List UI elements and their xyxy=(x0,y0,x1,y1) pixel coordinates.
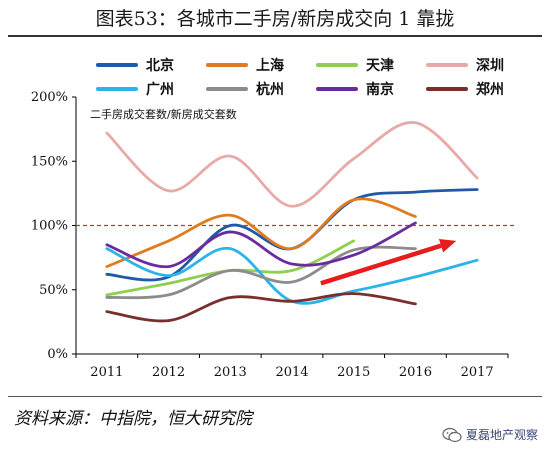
x-tick-label: 2012 xyxy=(152,365,185,380)
x-tick-label: 2017 xyxy=(461,365,494,380)
trend-arrow-head xyxy=(438,239,457,253)
series-lines xyxy=(105,121,479,323)
x-tick-label: 2011 xyxy=(90,365,123,380)
legend-label: 南京 xyxy=(366,81,394,98)
line-chart: 0% 50% 100% 150% 200% 2011 2012 2013 2014 2015 201… xyxy=(31,57,514,380)
wechat-icon xyxy=(442,427,462,442)
legend-label: 上海 xyxy=(256,57,284,74)
source-note: 资料来源：中指院，恒大研究院 xyxy=(14,409,252,429)
watermark: 夏磊地产观察 xyxy=(442,426,538,443)
series-line-深圳 xyxy=(105,121,479,208)
series-line-广州 xyxy=(105,247,479,305)
x-tick-label: 2014 xyxy=(275,365,308,380)
watermark-text: 夏磊地产观察 xyxy=(465,428,538,442)
legend-label: 北京 xyxy=(146,57,174,74)
chart-axes: 0% 50% 100% 150% 200% 2011 2012 2013 2014 2015 201… xyxy=(31,90,509,380)
trend-arrow xyxy=(320,239,457,286)
title-divider xyxy=(8,35,542,37)
legend-label: 深圳 xyxy=(476,57,504,74)
y-tick-label: 150% xyxy=(31,154,68,169)
legend-label: 天津 xyxy=(366,57,394,74)
y-tick-label: 100% xyxy=(31,219,68,234)
y-tick-label: 0% xyxy=(47,347,68,362)
y-tick-label: 200% xyxy=(31,90,68,105)
legend-label: 广州 xyxy=(146,81,174,98)
footer-divider xyxy=(8,396,542,397)
trend-arrow-shaft xyxy=(320,243,442,286)
legend-label: 杭州 xyxy=(256,81,284,98)
chart-subtitle: 二手房成交套数/新房成交套数 xyxy=(90,107,237,121)
x-tick-label: 2013 xyxy=(214,365,247,380)
legend-label: 郑州 xyxy=(476,81,504,98)
y-tick-label: 50% xyxy=(39,283,68,298)
series-line-郑州 xyxy=(105,292,417,323)
chart-title: 图表53：各城市二手房/新房成交向 1 靠拢 xyxy=(95,8,455,30)
series-line-上海 xyxy=(105,197,417,269)
x-tick-label: 2015 xyxy=(337,365,370,380)
series-line-杭州 xyxy=(105,245,417,300)
series-line-南京 xyxy=(105,221,417,269)
x-tick-label: 2016 xyxy=(399,365,432,380)
